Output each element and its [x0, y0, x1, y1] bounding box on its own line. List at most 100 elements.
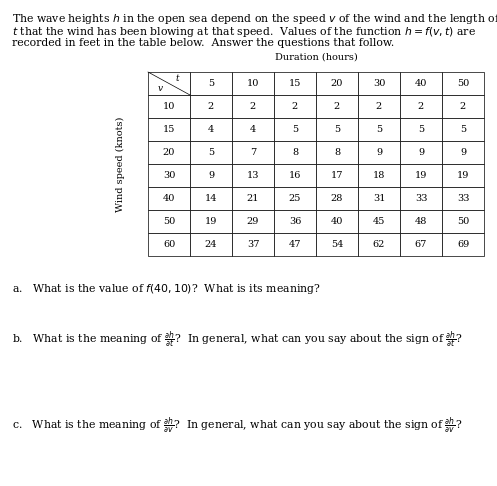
Text: 69: 69: [457, 240, 469, 249]
Text: 2: 2: [376, 102, 382, 111]
Text: The wave heights $h$ in the open sea depend on the speed $v$ of the wind and the: The wave heights $h$ in the open sea dep…: [12, 12, 497, 26]
Bar: [442, 118, 484, 141]
Bar: [274, 95, 316, 118]
Bar: [274, 210, 316, 233]
Text: 2: 2: [418, 102, 424, 111]
Bar: [442, 141, 484, 164]
Text: 20: 20: [163, 148, 175, 157]
Bar: [442, 210, 484, 233]
Text: 15: 15: [289, 79, 301, 88]
Text: 50: 50: [163, 217, 175, 226]
Bar: [190, 187, 232, 210]
Bar: [232, 118, 274, 141]
Bar: [232, 233, 274, 256]
Text: $t$ that the wind has been blowing at that speed.  Values of the function $h = f: $t$ that the wind has been blowing at th…: [12, 25, 476, 39]
Text: 9: 9: [208, 171, 214, 180]
Text: 30: 30: [163, 171, 175, 180]
Bar: [190, 141, 232, 164]
Text: 50: 50: [457, 79, 469, 88]
Text: a.   What is the value of $f(40, 10)$?  What is its meaning?: a. What is the value of $f(40, 10)$? Wha…: [12, 282, 321, 296]
Bar: [148, 164, 190, 187]
Text: Wind speed (knots): Wind speed (knots): [115, 116, 125, 212]
Text: b.   What is the meaning of $\frac{\partial h}{\partial t}$?  In general, what c: b. What is the meaning of $\frac{\partia…: [12, 330, 463, 351]
Text: 9: 9: [460, 148, 466, 157]
Text: 40: 40: [415, 79, 427, 88]
Bar: [442, 95, 484, 118]
Text: 7: 7: [250, 148, 256, 157]
Text: 9: 9: [376, 148, 382, 157]
Bar: [358, 210, 400, 233]
Text: 31: 31: [373, 194, 385, 203]
Bar: [148, 95, 190, 118]
Bar: [442, 72, 484, 95]
Bar: [274, 141, 316, 164]
Text: 8: 8: [292, 148, 298, 157]
Text: 48: 48: [415, 217, 427, 226]
Text: v: v: [157, 84, 163, 93]
Text: c.   What is the meaning of $\frac{\partial h}{\partial v}$?  In general, what c: c. What is the meaning of $\frac{\partia…: [12, 415, 462, 435]
Bar: [274, 164, 316, 187]
Bar: [148, 210, 190, 233]
Text: 2: 2: [250, 102, 256, 111]
Bar: [400, 72, 442, 95]
Text: 5: 5: [460, 125, 466, 134]
Text: 2: 2: [460, 102, 466, 111]
Bar: [148, 187, 190, 210]
Text: 5: 5: [208, 148, 214, 157]
Bar: [358, 72, 400, 95]
Text: 2: 2: [334, 102, 340, 111]
Text: 18: 18: [373, 171, 385, 180]
Bar: [316, 72, 358, 95]
Bar: [190, 95, 232, 118]
Text: 9: 9: [418, 148, 424, 157]
Text: 15: 15: [163, 125, 175, 134]
Text: 20: 20: [331, 79, 343, 88]
Text: 13: 13: [247, 171, 259, 180]
Text: 19: 19: [457, 171, 469, 180]
Text: 19: 19: [205, 217, 217, 226]
Bar: [232, 187, 274, 210]
Bar: [316, 233, 358, 256]
Bar: [190, 233, 232, 256]
Text: t: t: [175, 74, 179, 83]
Bar: [274, 72, 316, 95]
Bar: [400, 233, 442, 256]
Bar: [442, 164, 484, 187]
Text: 10: 10: [247, 79, 259, 88]
Text: 40: 40: [163, 194, 175, 203]
Text: 36: 36: [289, 217, 301, 226]
Text: 54: 54: [331, 240, 343, 249]
Bar: [274, 233, 316, 256]
Text: 5: 5: [376, 125, 382, 134]
Text: 33: 33: [415, 194, 427, 203]
Bar: [358, 164, 400, 187]
Bar: [190, 210, 232, 233]
Text: 5: 5: [418, 125, 424, 134]
Bar: [442, 233, 484, 256]
Text: 4: 4: [208, 125, 214, 134]
Bar: [316, 118, 358, 141]
Text: 5: 5: [208, 79, 214, 88]
Text: 29: 29: [247, 217, 259, 226]
Text: 25: 25: [289, 194, 301, 203]
Bar: [190, 164, 232, 187]
Text: 24: 24: [205, 240, 217, 249]
Text: 2: 2: [208, 102, 214, 111]
Bar: [232, 210, 274, 233]
Text: 45: 45: [373, 217, 385, 226]
Bar: [316, 141, 358, 164]
Bar: [148, 141, 190, 164]
Text: 47: 47: [289, 240, 301, 249]
Text: Duration (hours): Duration (hours): [275, 53, 357, 62]
Bar: [358, 118, 400, 141]
Text: 60: 60: [163, 240, 175, 249]
Bar: [358, 141, 400, 164]
Text: 17: 17: [331, 171, 343, 180]
Text: 19: 19: [415, 171, 427, 180]
Text: 62: 62: [373, 240, 385, 249]
Bar: [190, 72, 232, 95]
Bar: [148, 233, 190, 256]
Bar: [400, 164, 442, 187]
Text: 40: 40: [331, 217, 343, 226]
Bar: [316, 187, 358, 210]
